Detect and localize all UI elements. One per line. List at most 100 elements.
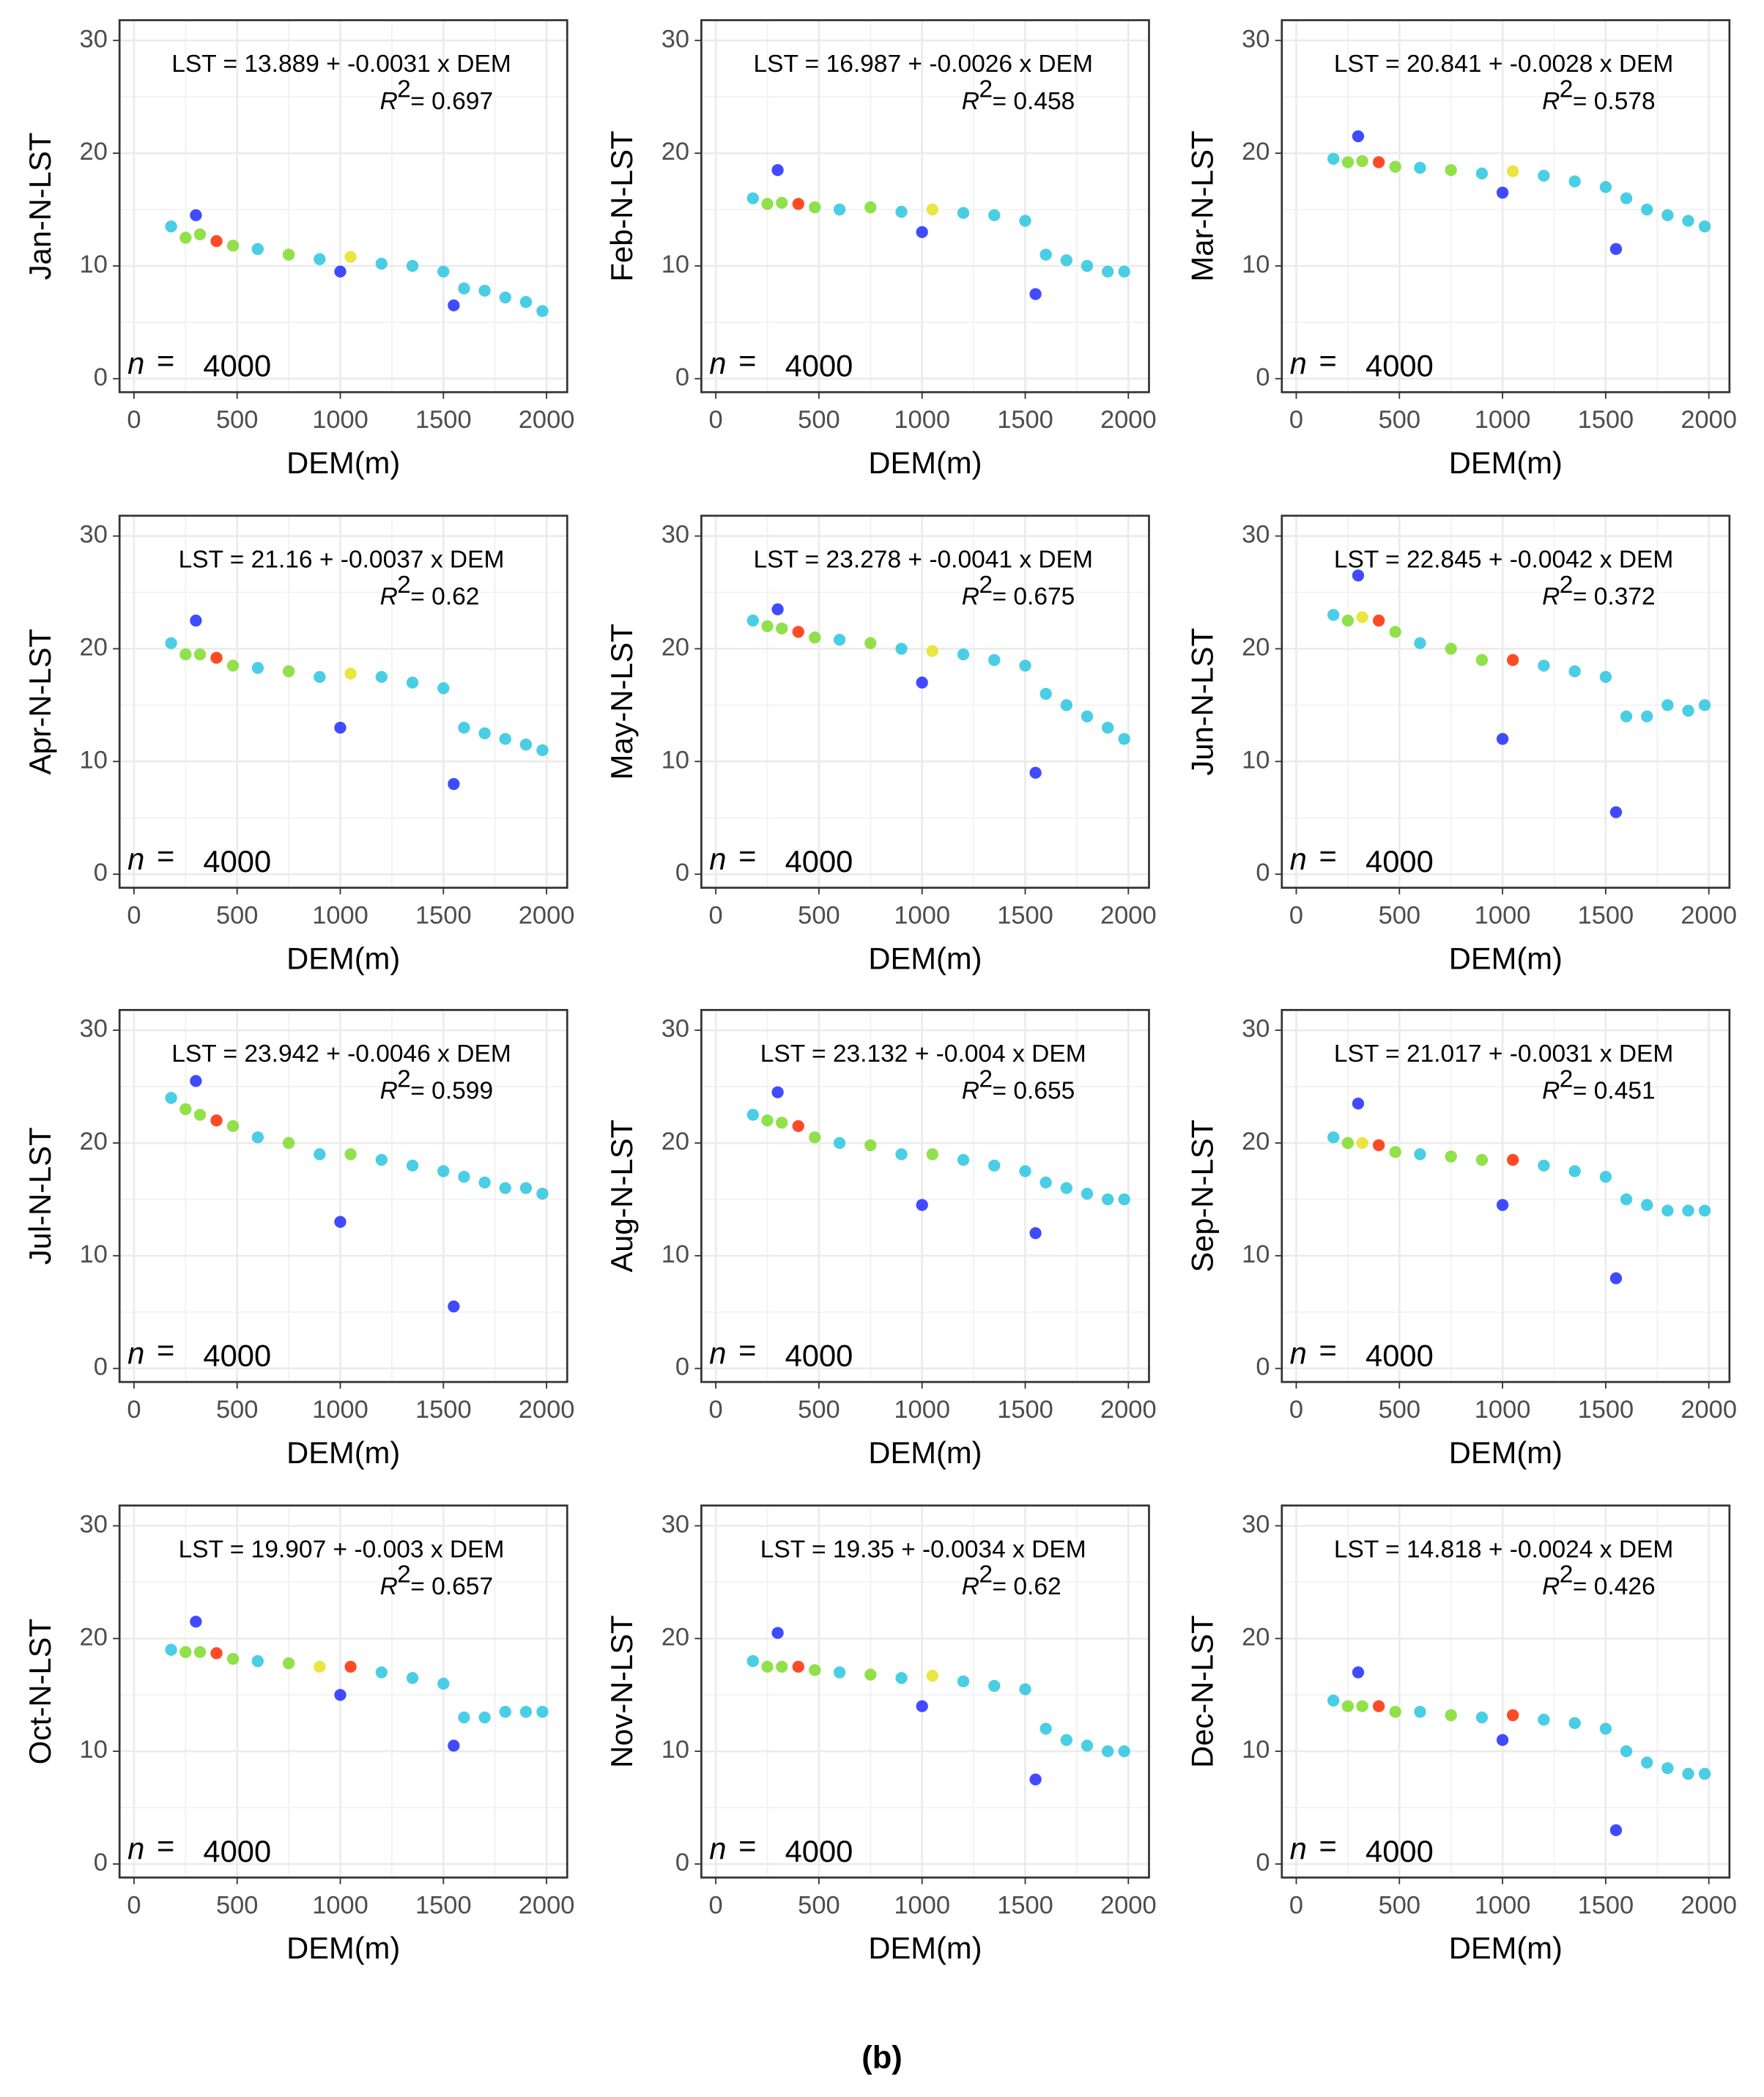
x-tick-label: 500 [798,406,840,434]
plot-background [1281,1505,1730,1878]
x-tick-label: 0 [1289,1396,1303,1424]
x-tick-label: 0 [1289,406,1303,434]
point [1341,614,1354,627]
point [1101,721,1114,734]
x-tick-label: 2000 [519,406,575,434]
n-symbol: n [1290,346,1307,380]
point [437,682,450,695]
y-tick-label: 10 [80,1736,108,1764]
y-tick-label: 20 [1242,1128,1270,1155]
point [1352,1666,1365,1679]
y-tick-label: 20 [662,1623,689,1651]
x-tick-label: 1000 [894,1891,950,1919]
point [1029,766,1042,779]
x-tick-label: 500 [1379,406,1420,434]
point [210,234,223,248]
equation: LST = 23.132 + -0.004 x DEM [760,1040,1086,1068]
x-tick-label: 2000 [1680,406,1737,434]
point [916,1199,928,1211]
x-tick-label: 1000 [1475,1396,1531,1424]
x-tick-label: 1000 [312,902,368,930]
x-tick-label: 1500 [997,1396,1053,1424]
x-tick-label: 0 [1289,1891,1303,1919]
r2-value: = 0.655 [993,1078,1075,1105]
point [1414,1148,1426,1161]
r2-value: = 0.578 [1573,88,1656,115]
n-equals: = [157,343,174,377]
point [1101,1745,1114,1758]
x-tick-label: 500 [1379,1396,1420,1424]
y-tick-label: 0 [94,1353,108,1381]
point [536,744,549,757]
n-equals: = [1319,1333,1337,1367]
point [193,1646,207,1658]
x-tick-label: 1000 [894,1396,950,1424]
x-tick-label: 500 [1379,1891,1420,1919]
y-tick-label: 30 [1242,1511,1270,1539]
y-tick-label: 30 [1242,25,1270,53]
x-tick-label: 1500 [1578,1396,1634,1424]
point [1507,165,1519,177]
x-tick-label: 0 [127,902,141,930]
y-tick-label: 10 [1242,1736,1270,1764]
plot-border [118,514,568,889]
point [1372,156,1385,169]
y-tick-label: 30 [1242,1015,1270,1043]
plot-background [1281,1010,1730,1383]
point [1040,1176,1052,1188]
point [1507,1153,1519,1166]
x-axis-title: DEM(m) [868,1931,982,1965]
point [251,243,264,256]
point [1620,1193,1633,1206]
point [1445,1150,1457,1163]
point [1081,259,1094,273]
y-axis-title: Apr-N-LST [23,629,57,774]
y-tick-label: 0 [1256,1849,1270,1876]
n-symbol: n [709,841,726,876]
point [1661,209,1674,221]
y-axis-title: Mar-N-LST [1185,130,1220,281]
r2-symbol: R [1542,1573,1560,1600]
n-value: 4000 [1365,844,1434,879]
n-symbol: n [709,1336,726,1370]
point [1356,611,1368,624]
y-tick-label: 20 [1242,634,1270,662]
x-tick-label: 1000 [894,406,950,434]
point [226,1652,240,1665]
point [1475,1153,1489,1166]
n-symbol: n [1290,1336,1307,1370]
point [190,209,202,221]
x-tick-label: 1500 [415,406,472,434]
r2-symbol: R [1542,1078,1560,1105]
point [1101,1193,1114,1206]
panel: 0 500 1000 1500 2000 0 10 20 30 DEM(m) Jun-N-LST LS… [1185,514,1737,975]
point [314,253,326,265]
point [1118,1745,1130,1758]
point [190,1616,202,1628]
n-value: 4000 [203,844,271,879]
point [1475,1711,1489,1724]
n-equals: = [738,839,756,873]
point [1568,1165,1581,1177]
x-tick-label: 500 [216,1891,258,1919]
point [344,667,357,680]
point [1661,1205,1674,1217]
point [1475,167,1489,180]
n-value: 4000 [785,349,853,383]
point [1341,1700,1354,1712]
equation: LST = 22.845 + -0.0042 x DEM [1334,546,1674,573]
r2-value: = 0.458 [993,88,1075,115]
point [926,645,938,657]
point [1599,1170,1612,1183]
n-symbol: n [127,346,144,380]
x-tick-label: 1500 [1578,902,1634,930]
point [1118,265,1130,278]
x-tick-label: 1000 [1475,902,1531,930]
point [776,622,788,635]
equation: LST = 20.841 + -0.0028 x DEM [1334,51,1674,78]
point [478,1176,491,1188]
y-tick-label: 20 [80,634,108,662]
y-tick-label: 30 [662,1015,689,1043]
y-tick-label: 20 [80,1623,108,1651]
point [1538,1159,1550,1172]
